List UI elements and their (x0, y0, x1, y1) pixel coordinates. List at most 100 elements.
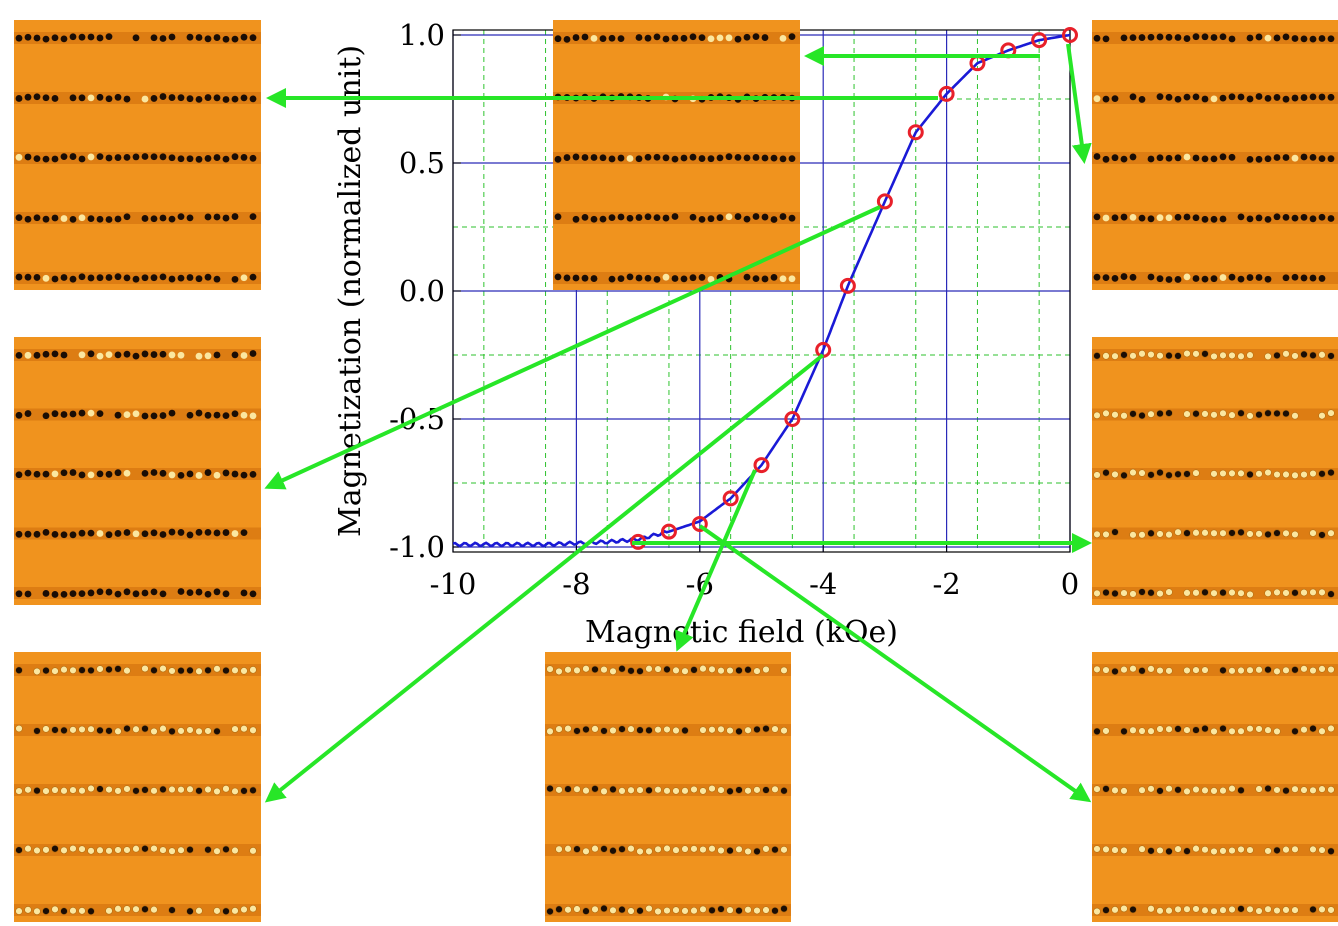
bit-dot (87, 784, 95, 793)
bit-dot (743, 215, 751, 223)
bit-dot (590, 275, 598, 282)
bit-dot (69, 786, 77, 794)
bit-dot (60, 153, 68, 161)
bit-dot (186, 726, 194, 734)
bit-dot (15, 411, 23, 419)
bit-dot (1246, 846, 1254, 854)
bit-dot (617, 275, 625, 283)
bit-dot (150, 787, 158, 795)
bit-dot (150, 153, 158, 161)
bit-dot (743, 273, 751, 281)
bit-dot (15, 666, 23, 674)
bit-dot (78, 590, 86, 597)
bit-dot (590, 215, 598, 223)
bit-dot (564, 845, 572, 853)
bit-dot (690, 845, 698, 853)
bit-dot (690, 785, 698, 794)
bit-dot (42, 787, 50, 795)
bit-dot (554, 155, 562, 163)
bit-dot (87, 471, 95, 479)
bit-dot (168, 727, 176, 736)
bit-dot (1138, 96, 1146, 103)
bit-dot (1129, 468, 1137, 477)
bit-dot (1147, 589, 1155, 597)
bit-dot (195, 727, 203, 736)
bit-dot (654, 665, 662, 673)
bit-dot (1147, 350, 1155, 359)
bit-dot (1309, 905, 1317, 914)
bit-dot (591, 725, 599, 733)
bit-dot (168, 409, 176, 417)
bit-dot (1210, 34, 1218, 41)
bit-dot (60, 665, 68, 674)
bit-dot (69, 153, 77, 160)
bit-dot (1210, 529, 1218, 537)
bit-dot (60, 35, 68, 43)
bit-dot (1282, 845, 1290, 854)
bit-dot (33, 470, 41, 478)
bit-dot (1273, 906, 1281, 915)
bit-dot (123, 724, 131, 733)
bit-dot (582, 725, 590, 734)
bit-dot (708, 726, 716, 734)
bit-dot (51, 214, 59, 222)
bit-dot (114, 727, 122, 735)
bit-dot (572, 274, 580, 282)
bit-dot (1174, 470, 1182, 478)
bit-dot (1282, 529, 1290, 538)
bit-dot (114, 905, 122, 913)
bit-dot (1264, 905, 1272, 913)
bit-dot (42, 155, 50, 163)
bit-dot (734, 213, 742, 220)
bit-dot (24, 33, 32, 41)
bit-dot (1183, 35, 1191, 42)
bit-dot (1174, 786, 1182, 794)
bit-dot (15, 95, 23, 102)
bit-dot (1300, 35, 1308, 43)
bit-dot (1300, 94, 1308, 101)
bit-dot (707, 215, 715, 223)
bit-dot (761, 34, 769, 41)
bit-dot (1156, 93, 1164, 101)
bit-dot (1282, 906, 1290, 914)
bit-dot (1228, 469, 1236, 478)
bit-dot (15, 530, 23, 538)
bit-dot (644, 153, 652, 161)
bit-dot (1291, 666, 1299, 674)
bit-dot (1111, 667, 1119, 676)
bit-dot (69, 33, 77, 41)
bit-dot (1192, 666, 1200, 674)
bit-dot (15, 787, 23, 795)
bit-dot (132, 845, 140, 853)
bit-dot (78, 214, 86, 222)
bit-dot (105, 274, 113, 281)
bit-dot (141, 469, 149, 477)
bit-dot (1138, 34, 1146, 41)
bit-dot (240, 529, 248, 537)
bit-dot (69, 469, 77, 476)
bit-dot (788, 155, 796, 163)
bit-dot (725, 153, 733, 161)
bit-dot (240, 411, 248, 419)
bit-dot (582, 665, 590, 673)
bit-dot (1201, 275, 1209, 283)
bit-dot (1120, 727, 1128, 736)
bit-dot (168, 275, 176, 283)
bit-dot (1273, 846, 1281, 855)
bit-dot (1273, 667, 1281, 676)
bit-dot (168, 471, 176, 479)
bit-dot (96, 34, 104, 42)
bit-dot (1165, 93, 1173, 101)
bit-dot (1318, 665, 1326, 673)
bit-dot (708, 844, 716, 853)
bit-dot (231, 275, 239, 283)
bit-dot (24, 153, 32, 161)
bit-dot (123, 411, 131, 419)
bit-dot (1237, 275, 1245, 283)
bit-dot (33, 530, 41, 538)
bit-dot (1147, 785, 1155, 793)
bit-dot (780, 726, 788, 735)
bit-dot (716, 34, 724, 42)
bit-dot (1201, 410, 1209, 418)
bit-dot (1300, 725, 1308, 734)
